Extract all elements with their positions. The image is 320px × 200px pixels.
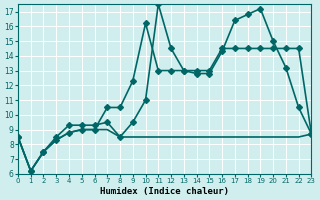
X-axis label: Humidex (Indice chaleur): Humidex (Indice chaleur) — [100, 187, 229, 196]
